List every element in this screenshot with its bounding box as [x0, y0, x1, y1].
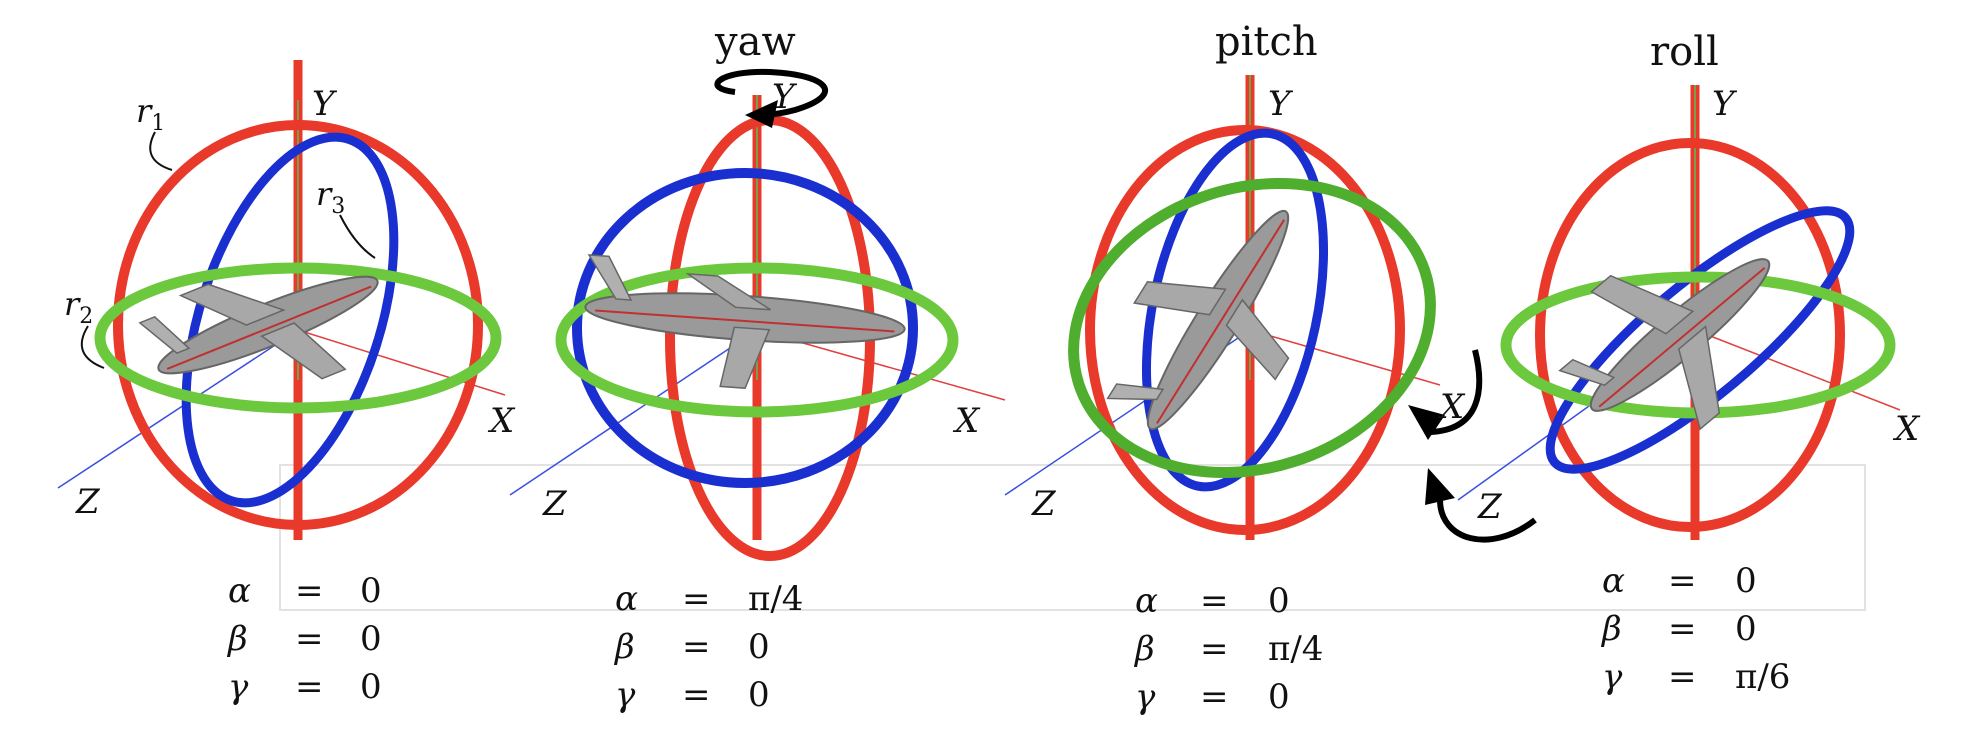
svg-text:β=0: β = 0	[226, 619, 382, 659]
ring-r1	[1085, 125, 1405, 535]
svg-text:α=0: α = 0	[228, 571, 382, 611]
ring-r2	[1068, 177, 1436, 479]
y-axis-label: Y	[1268, 84, 1294, 124]
equations-panel-3: α = 0 β = π/4 γ = 0	[1133, 581, 1323, 717]
svg-text:α=0: α = 0	[1602, 561, 1757, 601]
aircraft-model	[138, 275, 379, 380]
ring-r2	[555, 262, 959, 418]
yaw-arrow	[714, 68, 828, 118]
svg-text:γ=0: γ = 0	[228, 667, 382, 707]
yaw-title: yaw	[714, 19, 796, 65]
svg-text:α=π/4: α = π/4	[615, 579, 803, 619]
x-axis-label: X	[952, 401, 981, 441]
ring-r1	[1535, 138, 1845, 532]
panel-3: pitch Y X Z	[1004, 19, 1537, 543]
z-axis-line	[57, 329, 299, 489]
z-axis-line	[509, 329, 758, 496]
pitch-arrow-lower	[1437, 499, 1537, 543]
svg-text:γ=0: γ = 0	[1135, 677, 1290, 717]
svg-text:α=0: α = 0	[1135, 581, 1290, 621]
y-axis-label: Y	[1712, 84, 1738, 124]
pitch-arrowhead-upper	[1408, 405, 1445, 440]
y-axis-label: Y	[312, 84, 338, 124]
x-axis-line	[1694, 329, 1901, 411]
equations-panel-1: α = 0 β = 0 γ = 0	[226, 571, 382, 707]
x-axis-label: X	[1437, 387, 1466, 427]
ring-r1-leader	[149, 131, 173, 171]
equations-panel-2: α = π/4 β = 0 γ = 0	[613, 579, 803, 715]
ring-r2-leader	[80, 325, 105, 369]
ring-r1	[113, 120, 483, 530]
svg-text:β=0: β = 0	[613, 627, 770, 667]
panel-1: Y X Z r1 r3 r2	[57, 60, 516, 540]
z-axis-label: Z	[542, 484, 568, 524]
panel-2: yaw Y X Z	[509, 19, 1006, 561]
svg-text:β=π/4: β = π/4	[1133, 629, 1323, 669]
z-axis-label: Z	[75, 482, 101, 522]
yaw-arrowhead	[745, 100, 778, 128]
pitch-arrowhead-lower	[1425, 468, 1455, 505]
y-axis-label: Y	[772, 77, 798, 117]
aircraft-model	[1558, 258, 1771, 431]
z-axis-label: Z	[1477, 487, 1503, 527]
x-axis-label: X	[487, 401, 516, 441]
aircraft-model	[1106, 209, 1290, 431]
ring-r2-label: r2	[64, 285, 93, 329]
panel-4: roll Y X Z	[1457, 29, 1921, 540]
svg-text:γ=π/6: γ = π/6	[1602, 657, 1790, 697]
roll-title: roll	[1650, 29, 1719, 75]
ring-r3-leader	[339, 214, 376, 259]
pitch-arrow-upper	[1429, 349, 1483, 435]
ring-r2	[94, 262, 502, 414]
ring-r1-label: r1	[136, 92, 165, 136]
z-axis-label: Z	[1031, 484, 1057, 524]
panel-frame	[279, 464, 1866, 611]
aircraft-model	[584, 254, 906, 389]
ring-r3-label: r3	[316, 175, 345, 219]
svg-text:β=0: β = 0	[1600, 609, 1757, 649]
pitch-title: pitch	[1215, 19, 1318, 65]
x-axis-label: X	[1892, 409, 1921, 449]
ring-r3	[572, 168, 918, 488]
equations-panel-4: α = 0 β = 0 γ = π/6	[1600, 561, 1790, 697]
ring-r3	[1545, 206, 1855, 474]
svg-text:γ=0: γ = 0	[615, 675, 770, 715]
